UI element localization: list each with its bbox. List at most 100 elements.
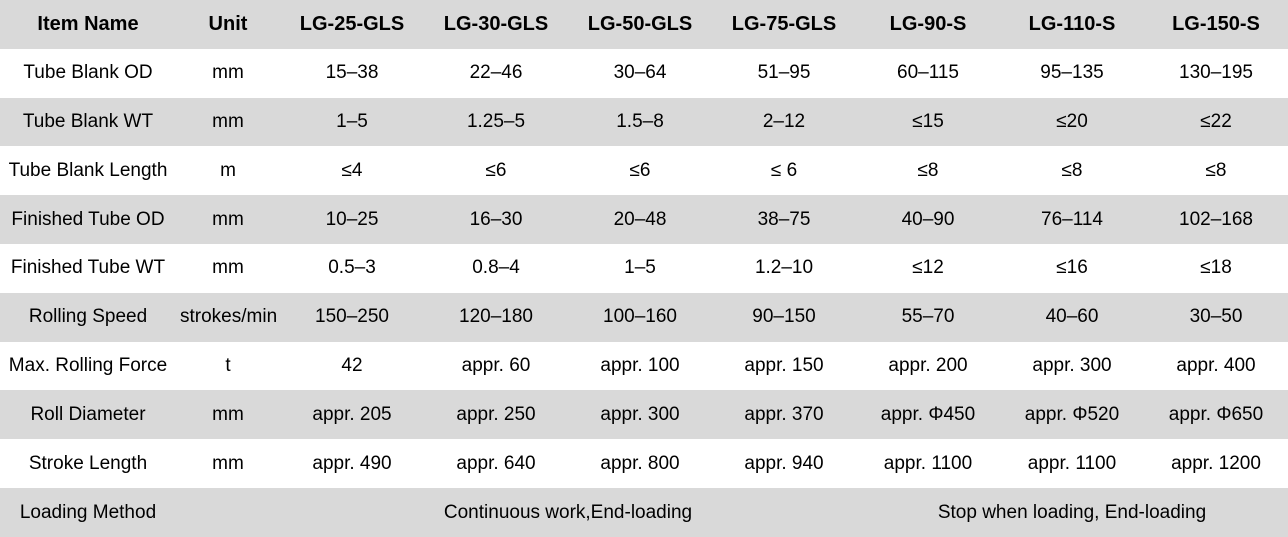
value-cell: 0.5–3 [328, 257, 376, 279]
unit-cell: mm [212, 257, 244, 279]
value-cell: 150–250 [315, 306, 389, 328]
value-cell: appr. 1100 [1027, 452, 1117, 474]
value-cell: appr. Φ650 [1168, 403, 1264, 425]
value-cell: appr. 300 [600, 403, 680, 425]
value-cell: 42 [341, 355, 363, 377]
value-cell: 38–75 [757, 208, 811, 230]
item-name-cell: Max. Rolling Force [8, 355, 168, 377]
value-cell: 1–5 [336, 111, 368, 133]
value-cell: ≤18 [1200, 257, 1232, 279]
value-cell: appr. 60 [461, 355, 531, 377]
header-cell-item-name: Item Name [0, 0, 176, 49]
table-row-tube-blank-length: Tube Blank Length m ≤4 ≤6 ≤6 ≤ 6 ≤8 ≤8 ≤… [0, 146, 1288, 196]
value-cell: 1.2–10 [754, 257, 814, 279]
value-cell: appr. 640 [456, 452, 536, 474]
value-cell: appr. 800 [600, 452, 680, 474]
value-cell: ≤22 [1200, 111, 1232, 133]
unit-cell: m [220, 159, 236, 181]
value-cell: ≤6 [485, 159, 507, 181]
value-cell: appr. 150 [744, 355, 824, 377]
item-name-cell: Roll Diameter [30, 403, 146, 425]
value-cell: appr. 200 [888, 355, 968, 377]
item-name-cell: Tube Blank OD [23, 62, 153, 84]
item-name-cell: Stroke Length [28, 452, 148, 474]
value-cell: 40–60 [1045, 306, 1099, 328]
value-cell: 0.8–4 [472, 257, 520, 279]
value-cell: ≤8 [917, 159, 939, 181]
header-row: Item Name Unit LG-25-GLS LG-30-GLS LG-50… [0, 0, 1288, 49]
value-cell: 51–95 [757, 62, 811, 84]
header-cell-lg-75-gls: LG-75-GLS [712, 0, 856, 49]
table-row-loading-method: Loading Method Continuous work,End-loadi… [0, 488, 1288, 537]
header-cell-lg-90-s: LG-90-S [856, 0, 1000, 49]
value-cell: appr. 940 [744, 452, 824, 474]
value-cell: 1.25–5 [466, 111, 526, 133]
value-cell: 10–25 [325, 208, 379, 230]
loading-method-right-span-cell: Stop when loading, End-loading [937, 501, 1207, 523]
loading-method-left-span-cell: Continuous work,End-loading [443, 501, 693, 523]
value-cell: 100–160 [603, 306, 677, 328]
item-name-cell: Tube Blank Length [8, 159, 168, 181]
table-row-roll-diameter: Roll Diameter mm appr. 205 appr. 250 app… [0, 390, 1288, 440]
value-cell: ≤6 [629, 159, 651, 181]
value-cell: 95–135 [1040, 62, 1104, 84]
unit-cell: mm [212, 208, 244, 230]
value-cell: 15–38 [325, 62, 379, 84]
value-cell: ≤15 [912, 111, 944, 133]
table-row-tube-blank-od: Tube Blank OD mm 15–38 22–46 30–64 51–95… [0, 48, 1288, 98]
value-cell: 102–168 [1179, 208, 1253, 230]
value-cell: 120–180 [459, 306, 533, 328]
header-cell-unit: Unit [176, 0, 280, 49]
value-cell: appr. Φ450 [880, 403, 976, 425]
unit-cell: mm [212, 452, 244, 474]
value-cell: appr. 205 [312, 403, 392, 425]
unit-cell: strokes/min [180, 306, 278, 328]
value-cell: ≤8 [1061, 159, 1083, 181]
table-row-rolling-speed: Rolling Speed strokes/min 150–250 120–18… [0, 292, 1288, 342]
value-cell: 20–48 [613, 208, 667, 230]
value-cell: 30–50 [1189, 306, 1243, 328]
value-cell: ≤20 [1056, 111, 1088, 133]
value-cell: ≤8 [1205, 159, 1227, 181]
value-cell: 30–64 [613, 62, 667, 84]
unit-cell: mm [212, 111, 244, 133]
value-cell: 40–90 [901, 208, 955, 230]
value-cell: 130–195 [1179, 62, 1253, 84]
value-cell: 1.5–8 [616, 111, 664, 133]
table-row-finished-tube-od: Finished Tube OD mm 10–25 16–30 20–48 38… [0, 195, 1288, 245]
value-cell: appr. Φ520 [1024, 403, 1120, 425]
header-cell-lg-25-gls: LG-25-GLS [280, 0, 424, 49]
value-cell: 55–70 [901, 306, 955, 328]
item-name-cell: Finished Tube WT [10, 257, 166, 279]
value-cell: ≤ 6 [770, 159, 798, 181]
value-cell: ≤16 [1056, 257, 1088, 279]
unit-cell-empty [176, 488, 280, 537]
value-cell: 22–46 [469, 62, 523, 84]
header-cell-lg-110-s: LG-110-S [1000, 0, 1144, 49]
table-row-finished-tube-wt: Finished Tube WT mm 0.5–3 0.8–4 1–5 1.2–… [0, 244, 1288, 293]
value-cell: 1–5 [624, 257, 656, 279]
value-cell: 60–115 [897, 62, 959, 84]
table-row-stroke-length: Stroke Length mm appr. 490 appr. 640 app… [0, 439, 1288, 489]
value-cell: 2–12 [762, 111, 806, 133]
unit-cell: t [225, 355, 231, 377]
unit-cell: mm [212, 403, 244, 425]
value-cell: 76–114 [1041, 208, 1103, 230]
value-cell: appr. 1100 [883, 452, 973, 474]
value-cell: appr. 400 [1176, 355, 1256, 377]
value-cell: 16–30 [469, 208, 523, 230]
item-name-cell: Loading Method [19, 501, 157, 523]
value-cell: ≤4 [341, 159, 363, 181]
item-name-cell: Rolling Speed [28, 306, 148, 328]
value-cell: appr. 100 [600, 355, 680, 377]
item-name-cell: Finished Tube OD [11, 208, 165, 230]
unit-cell: mm [212, 62, 244, 84]
table-row-max-rolling-force: Max. Rolling Force t 42 appr. 60 appr. 1… [0, 341, 1288, 391]
item-name-cell: Tube Blank WT [22, 111, 154, 133]
value-cell: appr. 1200 [1171, 452, 1261, 474]
value-cell: appr. 250 [456, 403, 536, 425]
value-cell: appr. 300 [1032, 355, 1112, 377]
header-cell-lg-30-gls: LG-30-GLS [424, 0, 568, 49]
